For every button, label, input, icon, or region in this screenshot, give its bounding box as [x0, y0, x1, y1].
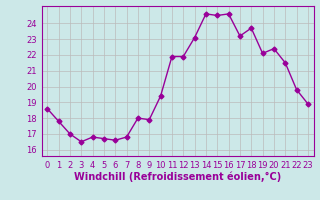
X-axis label: Windchill (Refroidissement éolien,°C): Windchill (Refroidissement éolien,°C): [74, 171, 281, 182]
